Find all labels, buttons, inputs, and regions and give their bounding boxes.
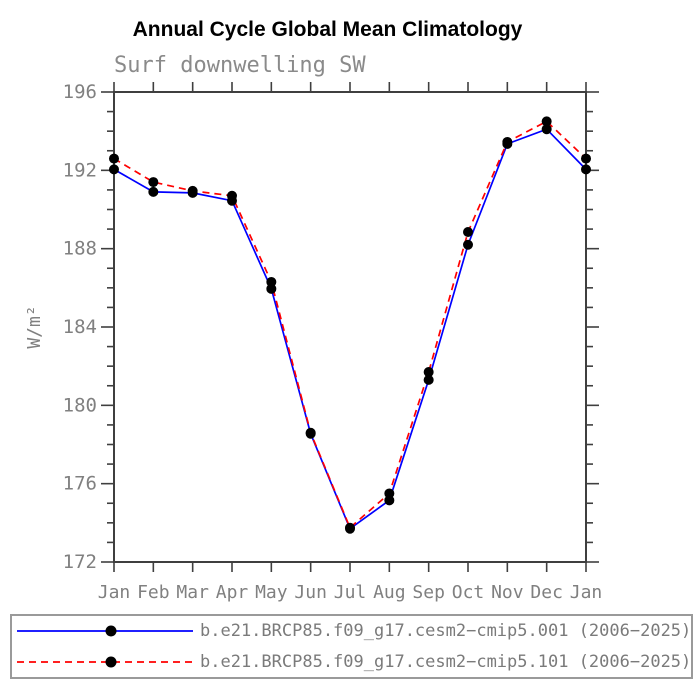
y-tick-label: 184 bbox=[63, 316, 97, 338]
legend: b.e21.BRCP85.f09_g17.cesm2−cmip5.001 (20… bbox=[10, 614, 693, 679]
chart-subtitle: Surf downwelling SW bbox=[114, 53, 366, 78]
series-line-1 bbox=[113, 120, 587, 530]
x-tick-label: Mar bbox=[176, 582, 209, 603]
axis-ticks bbox=[101, 82, 599, 572]
y-tick-label: 176 bbox=[63, 473, 97, 495]
y-tick-label: 192 bbox=[63, 159, 97, 181]
x-tick-label: Dec bbox=[530, 582, 563, 603]
y-tick-label: 180 bbox=[63, 394, 97, 416]
plot-frame bbox=[113, 91, 587, 563]
x-tick-label: Jul bbox=[334, 582, 367, 603]
y-axis-label: W/m² bbox=[24, 305, 45, 348]
x-tick-label: Oct bbox=[452, 582, 485, 603]
x-tick-label: Jan bbox=[570, 582, 603, 603]
x-tick-label: Feb bbox=[137, 582, 170, 603]
x-tick-label: Apr bbox=[216, 582, 249, 603]
legend-label: b.e21.BRCP85.f09_g17.cesm2−cmip5.001 (20… bbox=[200, 621, 692, 642]
x-tick-label: Sep bbox=[412, 582, 445, 603]
legend-item: b.e21.BRCP85.f09_g17.cesm2−cmip5.001 (20… bbox=[12, 616, 691, 646]
x-tick-label: Jan bbox=[98, 582, 131, 603]
legend-label: b.e21.BRCP85.f09_g17.cesm2−cmip5.101 (20… bbox=[200, 651, 692, 672]
chart-title: Annual Cycle Global Mean Climatology bbox=[132, 18, 523, 41]
series-markers-0 bbox=[109, 124, 591, 534]
legend-sample-marker bbox=[105, 625, 117, 637]
x-tick-label: Aug bbox=[373, 582, 406, 603]
x-tick-label: May bbox=[255, 582, 288, 603]
y-tick-label: 188 bbox=[63, 238, 97, 260]
y-tick-label: 172 bbox=[63, 551, 97, 573]
plot-area: Jan Feb Mar Apr May Jun Jul Aug Sep Oct Nov Dec Jan1… bbox=[24, 81, 603, 603]
legend-dashed-line-icon bbox=[17, 656, 193, 668]
y-tick-label: 196 bbox=[63, 81, 97, 103]
legend-item: b.e21.BRCP85.f09_g17.cesm2−cmip5.101 (20… bbox=[12, 647, 691, 677]
axis-tick-labels: Jan Feb Mar Apr May Jun Jul Aug Sep Oct Nov Dec Jan1… bbox=[63, 81, 603, 603]
legend-solid-line-icon bbox=[17, 625, 193, 637]
series-markers-1 bbox=[109, 116, 591, 533]
x-tick-label: Nov bbox=[491, 582, 524, 603]
legend-sample-marker bbox=[105, 656, 117, 668]
x-tick-label: Jun bbox=[294, 582, 327, 603]
